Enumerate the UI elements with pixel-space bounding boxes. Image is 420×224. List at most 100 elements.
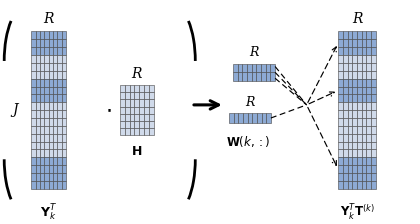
Bar: [40, 126, 45, 134]
Bar: [62, 118, 66, 126]
Bar: [357, 94, 362, 102]
Bar: [371, 79, 376, 86]
Bar: [129, 121, 134, 128]
Bar: [357, 31, 362, 39]
Bar: [53, 165, 57, 173]
Bar: [49, 39, 53, 47]
Bar: [343, 94, 348, 102]
Bar: [134, 121, 139, 128]
Bar: [338, 134, 343, 142]
Bar: [357, 55, 362, 63]
Bar: [45, 63, 49, 71]
Bar: [343, 39, 348, 47]
Bar: [348, 94, 352, 102]
Bar: [134, 99, 139, 107]
Bar: [125, 114, 129, 121]
Bar: [57, 39, 62, 47]
Bar: [343, 126, 348, 134]
Bar: [338, 173, 343, 181]
Bar: [120, 85, 125, 92]
Bar: [362, 110, 366, 118]
Bar: [352, 110, 357, 118]
Bar: [229, 113, 234, 123]
Bar: [338, 31, 343, 39]
Bar: [149, 128, 154, 135]
Bar: [125, 92, 129, 99]
Bar: [53, 63, 57, 71]
Bar: [366, 142, 371, 149]
Bar: [32, 134, 36, 142]
Bar: [53, 31, 57, 39]
Bar: [352, 31, 357, 39]
Bar: [53, 110, 57, 118]
Bar: [352, 157, 357, 165]
Bar: [57, 63, 62, 71]
Bar: [125, 107, 129, 114]
Bar: [352, 102, 357, 110]
Text: J: J: [13, 103, 18, 117]
Bar: [366, 181, 371, 189]
Bar: [49, 47, 53, 55]
Bar: [32, 39, 36, 47]
Bar: [53, 118, 57, 126]
Bar: [343, 165, 348, 173]
Bar: [362, 71, 366, 79]
Bar: [36, 181, 40, 189]
Bar: [343, 31, 348, 39]
Bar: [352, 94, 357, 102]
Bar: [139, 121, 144, 128]
Bar: [134, 107, 139, 114]
Bar: [62, 173, 66, 181]
Bar: [348, 126, 352, 134]
Bar: [49, 126, 53, 134]
Bar: [144, 128, 149, 135]
Bar: [49, 157, 53, 165]
Bar: [40, 110, 45, 118]
Bar: [362, 157, 366, 165]
Bar: [338, 157, 343, 165]
Bar: [149, 85, 154, 92]
Bar: [62, 157, 66, 165]
Bar: [343, 181, 348, 189]
Bar: [53, 39, 57, 47]
Bar: [53, 142, 57, 149]
Bar: [338, 142, 343, 149]
Bar: [129, 99, 134, 107]
Bar: [32, 142, 36, 149]
Text: $\mathbf{Y}_k^T\mathbf{T}^{(k)}$: $\mathbf{Y}_k^T\mathbf{T}^{(k)}$: [340, 202, 374, 222]
Bar: [53, 126, 57, 134]
Bar: [262, 113, 266, 123]
Bar: [338, 110, 343, 118]
Bar: [40, 118, 45, 126]
Bar: [40, 173, 45, 181]
Bar: [343, 55, 348, 63]
Bar: [45, 142, 49, 149]
Bar: [144, 85, 149, 92]
Bar: [53, 55, 57, 63]
Bar: [36, 94, 40, 102]
Bar: [49, 142, 53, 149]
Bar: [45, 102, 49, 110]
Bar: [57, 71, 62, 79]
Bar: [149, 99, 154, 107]
Bar: [32, 63, 36, 71]
Bar: [62, 47, 66, 55]
Bar: [362, 181, 366, 189]
Bar: [270, 72, 275, 81]
Bar: [348, 149, 352, 157]
Bar: [362, 86, 366, 94]
Bar: [139, 92, 144, 99]
Bar: [32, 79, 36, 86]
Bar: [40, 47, 45, 55]
Bar: [357, 149, 362, 157]
Bar: [338, 118, 343, 126]
Bar: [49, 31, 53, 39]
Bar: [149, 121, 154, 128]
Bar: [371, 31, 376, 39]
Bar: [57, 86, 62, 94]
Bar: [120, 114, 125, 121]
Bar: [343, 102, 348, 110]
Bar: [36, 39, 40, 47]
Bar: [362, 126, 366, 134]
Bar: [36, 55, 40, 63]
